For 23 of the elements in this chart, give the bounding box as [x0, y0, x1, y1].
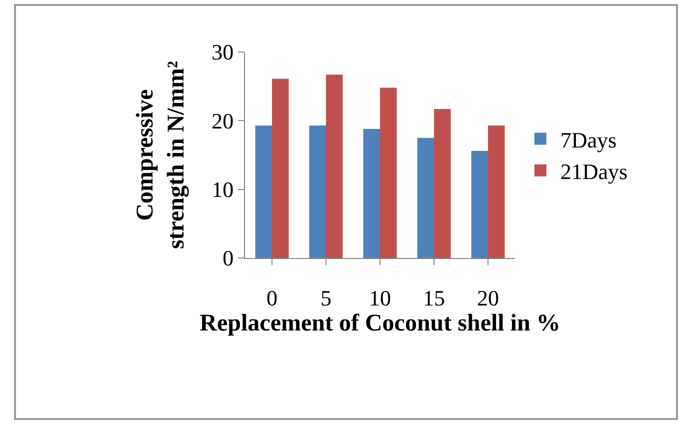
bar [255, 125, 272, 258]
y-tick-label: 0 [222, 246, 234, 271]
x-axis-title: Replacement of Coconut shell in % [200, 310, 560, 337]
bar [272, 78, 289, 258]
bar [434, 108, 451, 258]
y-tick-label: 10 [212, 177, 234, 202]
y-axis-title: Compressive strength in N/mm² [132, 60, 190, 250]
x-tick-label: 20 [477, 285, 499, 310]
legend-label: 7Days [560, 127, 617, 152]
bar [380, 88, 397, 258]
x-tick-label: 10 [369, 285, 391, 310]
y-tick-label: 30 [212, 40, 234, 65]
y-tick-label: 20 [212, 108, 234, 134]
bar [417, 138, 434, 258]
x-tick-label: 15 [423, 285, 445, 310]
x-tick-label: 0 [266, 285, 278, 310]
x-tick-label: 5 [320, 285, 332, 310]
bar [326, 74, 343, 258]
bar [363, 128, 380, 258]
legend-label: 21Days [560, 158, 628, 184]
bar [309, 125, 326, 258]
bar [471, 150, 488, 258]
bar [488, 125, 505, 258]
